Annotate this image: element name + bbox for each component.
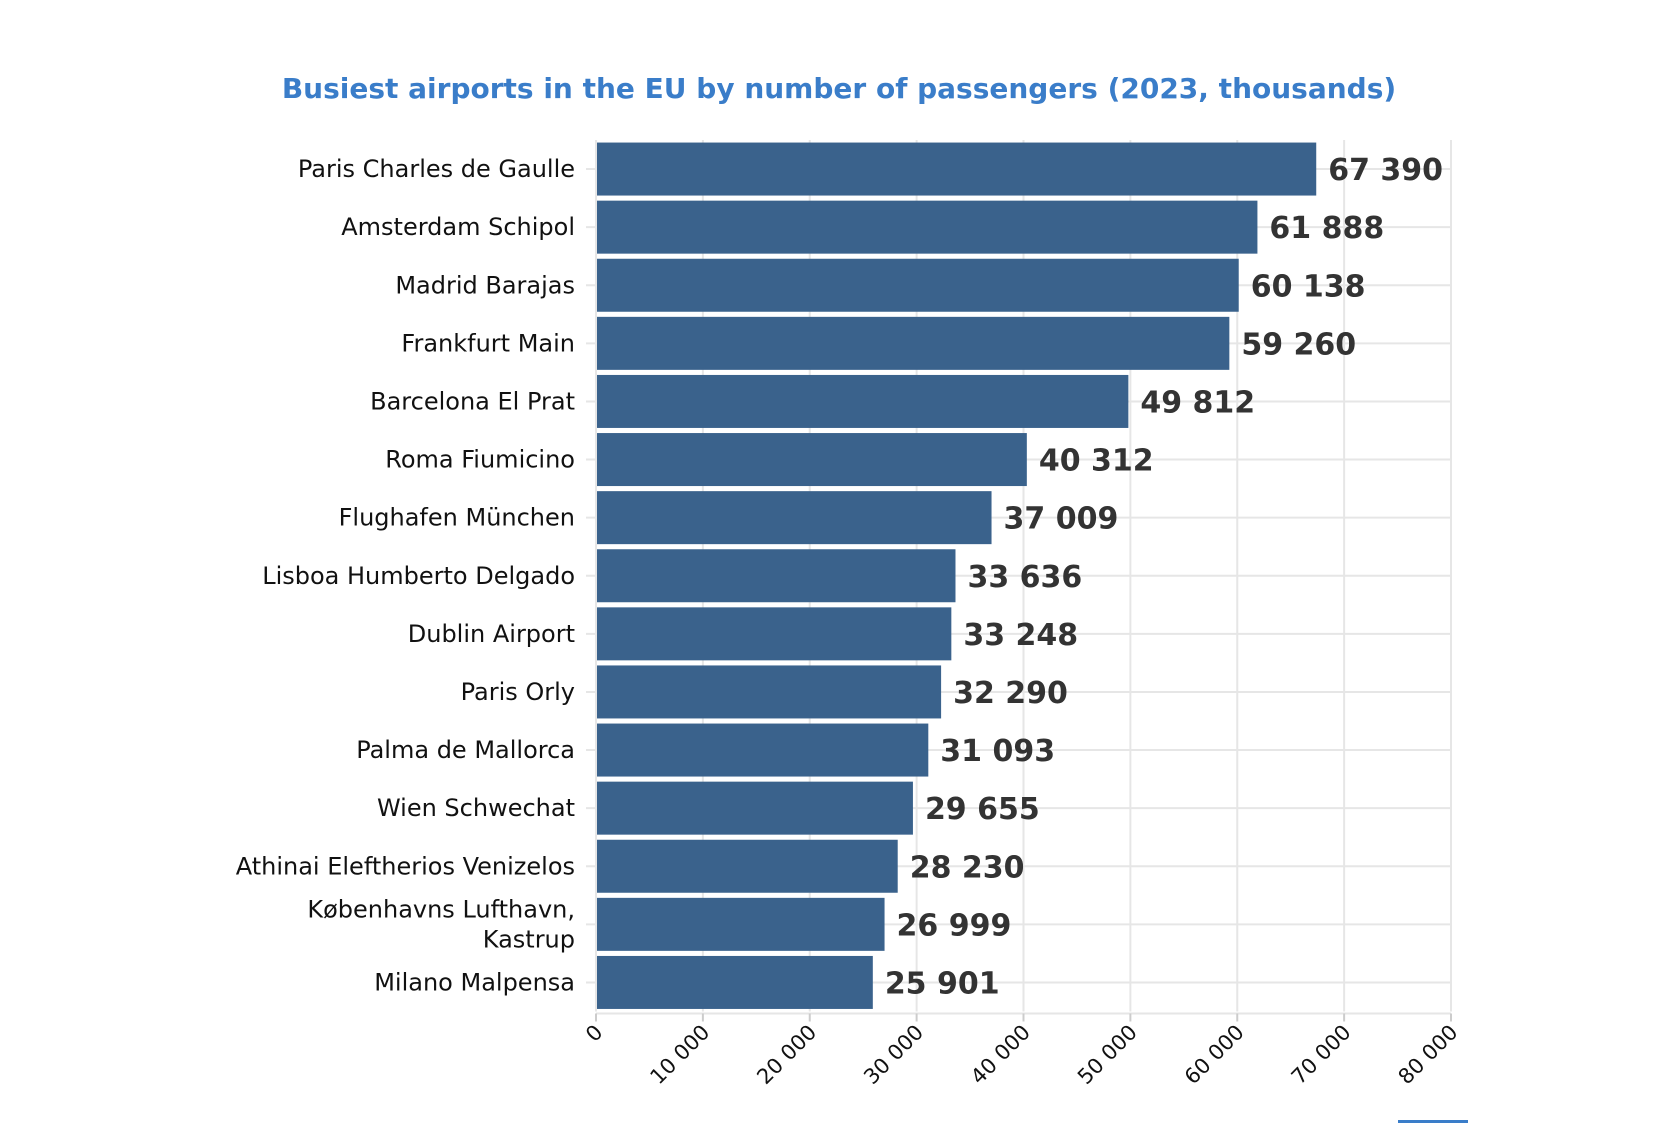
- bar: [596, 607, 952, 661]
- bar: [596, 491, 992, 545]
- category-label: Lisboa Humberto Delgado: [262, 562, 575, 590]
- category-label: Madrid Barajas: [395, 271, 575, 299]
- x-tick-label: 50 000: [1073, 1020, 1142, 1089]
- category-label: Frankfurt Main: [401, 329, 575, 357]
- bar: [596, 200, 1258, 254]
- bars: [596, 142, 1317, 1009]
- bar: [596, 258, 1239, 312]
- value-label: 37 009: [1004, 502, 1119, 537]
- category-labels: Paris Charles de Gaulle Amsterdam Schipol…: [236, 155, 575, 996]
- category-label: Amsterdam Schipol: [341, 213, 575, 241]
- x-tick-label: 10 000: [645, 1020, 714, 1089]
- bar: [596, 316, 1230, 370]
- value-label: 25 901: [885, 966, 1000, 1001]
- value-labels: 67 390 61 888 60 138 59 260 49 812 40 312 37 0…: [885, 153, 1443, 1001]
- x-tick-label: 30 000: [859, 1020, 928, 1089]
- value-label: 67 390: [1328, 153, 1443, 188]
- value-label: 61 888: [1269, 211, 1384, 246]
- category-label: Palma de Mallorca: [356, 736, 575, 764]
- bar: [596, 374, 1129, 428]
- value-label: 59 260: [1241, 327, 1356, 362]
- value-label: 33 248: [963, 618, 1078, 653]
- x-tick-label: 40 000: [966, 1020, 1035, 1089]
- value-label: 40 312: [1039, 444, 1154, 479]
- category-label: Athinai Eleftherios Venizelos: [236, 852, 575, 880]
- category-label: Københavns Lufthavn, Kastrup: [307, 895, 575, 953]
- x-tick-label: 70 000: [1287, 1020, 1356, 1089]
- value-label: 26 999: [897, 908, 1012, 943]
- bar: [596, 142, 1317, 196]
- bar: [596, 549, 956, 603]
- value-label: 31 093: [940, 734, 1055, 769]
- value-label: 60 138: [1251, 269, 1366, 304]
- accent-underline: [1398, 1120, 1468, 1123]
- bar: [596, 897, 885, 951]
- value-label: 32 290: [953, 676, 1068, 711]
- category-label: Flughafen München: [339, 504, 575, 532]
- bar: [596, 839, 898, 893]
- category-label: Paris Orly: [461, 678, 575, 706]
- x-tick-label: 80 000: [1394, 1020, 1463, 1089]
- bar: [596, 665, 942, 719]
- value-label: 49 812: [1140, 385, 1255, 420]
- category-label: Barcelona El Prat: [370, 387, 575, 415]
- category-label: Milano Malpensa: [374, 968, 575, 996]
- category-label: Wien Schwechat: [377, 794, 575, 822]
- value-label: 29 655: [925, 792, 1040, 827]
- bar: [596, 781, 913, 835]
- bar: [596, 723, 929, 777]
- category-label: Paris Charles de Gaulle: [298, 155, 575, 183]
- x-tick-label: 20 000: [752, 1020, 821, 1089]
- bar: [596, 955, 873, 1009]
- category-label: Dublin Airport: [408, 620, 575, 648]
- bar: [596, 433, 1027, 487]
- value-label: 28 230: [910, 850, 1025, 885]
- x-tick-label: 60 000: [1180, 1020, 1249, 1089]
- value-label: 33 636: [967, 560, 1082, 595]
- category-label: Roma Fiumicino: [385, 446, 575, 474]
- chart-title: Busiest airports in the EU by number of …: [282, 72, 1396, 105]
- x-tick-label: 0: [581, 1020, 607, 1046]
